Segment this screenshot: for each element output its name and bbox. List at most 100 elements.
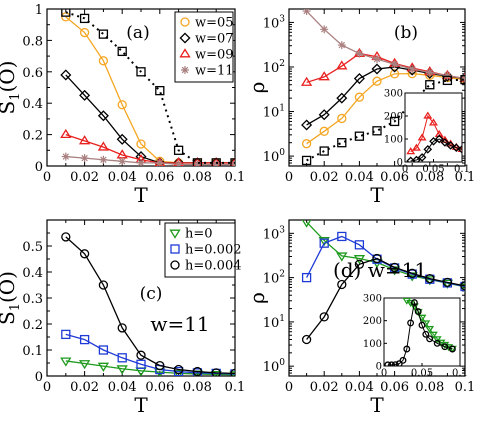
series-group (300, 9, 465, 166)
data-point (61, 9, 71, 17)
series-line (306, 10, 465, 80)
data-point (354, 240, 365, 250)
data-point (116, 365, 128, 375)
data-point (442, 277, 453, 288)
inset-x-tick-label: 0 (402, 164, 408, 175)
y-tick-exponent: 2 (279, 59, 285, 69)
y-tick-label: 101 (263, 314, 285, 331)
x-axis-label: T (370, 183, 384, 207)
data-point (337, 113, 347, 124)
data-point (97, 362, 110, 372)
data-point (79, 249, 90, 259)
x-tick-label: 0.02 (310, 170, 339, 185)
data-point (425, 80, 435, 90)
data-point (174, 160, 183, 166)
inset-data-point (417, 133, 427, 141)
y-tick-base: 10 (263, 227, 280, 242)
data-point (117, 353, 127, 363)
inset-data-point (413, 308, 423, 317)
panel-label: (a) (126, 23, 149, 43)
data-point (116, 133, 128, 145)
inset-data-point (414, 308, 422, 316)
data-point (302, 9, 311, 16)
x-tick-label: 0.02 (70, 380, 99, 395)
data-point (117, 46, 127, 57)
data-point (229, 371, 235, 376)
panel-label: (d) w=11 (333, 258, 427, 282)
x-tick-label: 0.06 (145, 170, 174, 185)
x-tick-label: 0.06 (380, 170, 409, 185)
data-point (98, 280, 109, 290)
series-line (65, 74, 235, 164)
data-point (372, 76, 382, 86)
data-point (79, 13, 90, 24)
data-point (137, 158, 145, 166)
legend-box (164, 222, 236, 278)
y-tick-exponent: 3 (279, 14, 285, 24)
y-tick-exponent: 0 (279, 358, 285, 368)
y-axis-label-main: S (0, 311, 19, 325)
data-point (301, 155, 312, 166)
inset-x-tick-label: 0.1 (454, 164, 470, 175)
data-point (301, 119, 313, 131)
inset-data-point (422, 330, 430, 338)
y-tick-label: 102 (263, 59, 285, 76)
legend-label: w=09 (195, 48, 234, 63)
data-point (211, 158, 221, 166)
data-point (230, 368, 235, 376)
y-tick-exponent: 0 (279, 148, 285, 158)
series-line (65, 333, 235, 375)
x-tick-label: 0.08 (183, 170, 212, 185)
y-tick-label: 0 (35, 370, 43, 385)
inset-data-point (388, 361, 396, 366)
y-tick-label: 0.1 (22, 344, 43, 359)
inset-y-tick-label: 100 (363, 339, 382, 350)
inset-data-point (441, 343, 449, 351)
inset-frame (404, 92, 463, 163)
data-point (136, 359, 146, 369)
legend-marker (180, 17, 190, 27)
inset-data-point (423, 145, 433, 154)
inset-data-point (425, 325, 435, 334)
data-point (192, 366, 203, 376)
data-point (60, 357, 72, 367)
data-point (97, 141, 110, 151)
inset-series-group (384, 298, 457, 366)
y-axis-label: S1(O) (0, 61, 23, 115)
data-point (172, 369, 185, 376)
y-tick-base: 10 (263, 316, 280, 331)
data-point (425, 273, 435, 284)
data-point (210, 370, 222, 376)
series-line (306, 72, 465, 145)
data-point (371, 63, 383, 75)
legend-label: h=0.004 (185, 259, 241, 274)
data-point (372, 126, 382, 136)
x-tick-label: 0.06 (380, 380, 409, 395)
inset-data-point (457, 145, 462, 154)
legend-marker (170, 244, 180, 254)
panel-a: 00.020.040.060.080.100.20.40.60.81TS1(O)… (0, 3, 245, 207)
data-point (372, 253, 382, 264)
data-point (319, 146, 329, 156)
data-point (353, 73, 365, 85)
data-point (424, 276, 436, 286)
y-axis-label: S1(O) (0, 271, 23, 325)
inset-x-tick-label: 0.05 (411, 368, 433, 379)
data-point (97, 110, 109, 122)
series-line (65, 360, 235, 376)
data-point (98, 56, 109, 66)
y-tick-label: 0.4 (22, 266, 43, 281)
data-point (301, 334, 312, 345)
data-point (355, 49, 364, 58)
data-point (61, 152, 70, 161)
data-point (155, 360, 165, 371)
inset-x-tick-label: 0 (381, 368, 387, 379)
inset-data-point (384, 361, 392, 366)
inset-data-point (433, 339, 441, 347)
y-tick-label: 1 (35, 3, 43, 18)
data-point (192, 158, 203, 166)
series-line (306, 66, 465, 126)
inset-y-tick-label: 300 (384, 89, 403, 100)
data-point (460, 74, 465, 85)
data-point (212, 160, 221, 166)
